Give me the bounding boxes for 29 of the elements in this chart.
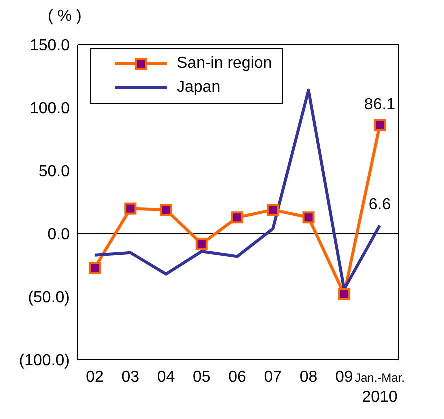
y-tick-label: 150.0 [30, 38, 70, 55]
x-tick-label: 05 [192, 369, 211, 386]
x-tick-label: 04 [157, 369, 176, 386]
x-tick-label: 08 [300, 369, 318, 386]
point [302, 212, 315, 224]
point [89, 262, 101, 274]
y-tick-label: 50.0 [38, 164, 70, 181]
data-label: 86.1 [364, 96, 396, 114]
point [232, 212, 244, 224]
x-tick-label: 03 [122, 369, 140, 386]
x-tick-label: 06 [228, 369, 246, 386]
point [374, 120, 386, 132]
y-tick-label: 0.0 [48, 226, 70, 244]
point [267, 204, 280, 216]
point [338, 288, 350, 300]
x-tick-label: 09 [335, 369, 354, 386]
y-tick-label: (100.0) [19, 352, 70, 370]
y-tick-label: (50.0) [28, 290, 70, 307]
x-tick-label: 07 [264, 369, 282, 386]
y-tick-label: 100.0 [30, 100, 70, 118]
point [160, 204, 172, 216]
x-tick-label: 02 [86, 369, 104, 386]
x-tick-label: Jan.-Mar. 2010 [354, 371, 406, 406]
point [196, 238, 208, 250]
point [124, 202, 137, 215]
data-label: 6.6 [368, 196, 392, 214]
legend-label: San-in region [177, 55, 272, 73]
y-axis-title: ( % ) [48, 8, 82, 26]
legend-label: Japan [177, 79, 221, 97]
